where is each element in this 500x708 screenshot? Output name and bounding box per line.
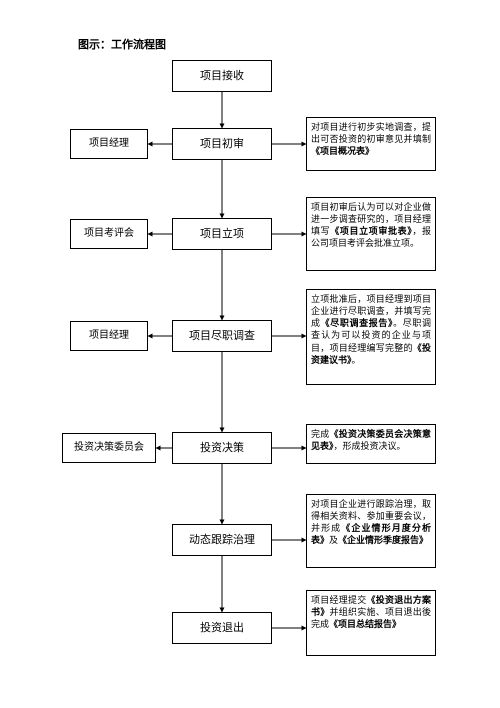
flow-actor-0: 项目经理 (70, 129, 148, 159)
flow-step-3: 项目尽职调查 (172, 320, 272, 352)
flow-desc-3: 完成《投资决策委员会决策意见表》，形成投资决议。 (306, 424, 436, 464)
flow-desc-0: 对项目进行初步实地调查，提出可否投资的初审意见并填制《项目概况表》 (306, 117, 436, 171)
flow-actor-2: 项目经理 (70, 321, 148, 351)
flow-desc-1: 项目初审后认为可以对企业做进一步调查研究的，项目经理填写《项目立项审批表》，报公… (306, 197, 436, 271)
flow-desc-4: 对项目企业进行跟踪治理，取得相关资料、参加重要会议，并形成《企业情形月度分析表》… (306, 494, 436, 568)
flow-step-6: 投资退出 (172, 612, 272, 644)
flow-desc-2: 立项批准后，项目经理到项目企业进行尽职调查，并填写完成《尽职调查报告》。尽职调查… (306, 289, 436, 385)
diagram-title: 图示：工作流程图 (78, 36, 166, 52)
flow-step-2: 项目立项 (172, 218, 272, 250)
flow-step-5: 动态跟踪治理 (172, 524, 272, 556)
flow-step-4: 投资决策 (172, 432, 272, 464)
flow-actor-3: 投资决策委员会 (62, 433, 156, 463)
flow-desc-5: 项目经理提交《投资退出方案书》并组织实施、项目退出後完成《项目总结报告》 (306, 590, 436, 656)
flow-step-0: 项目接收 (172, 60, 272, 92)
flow-step-1: 项目初审 (172, 128, 272, 160)
flow-actor-1: 项目考评会 (70, 219, 148, 249)
